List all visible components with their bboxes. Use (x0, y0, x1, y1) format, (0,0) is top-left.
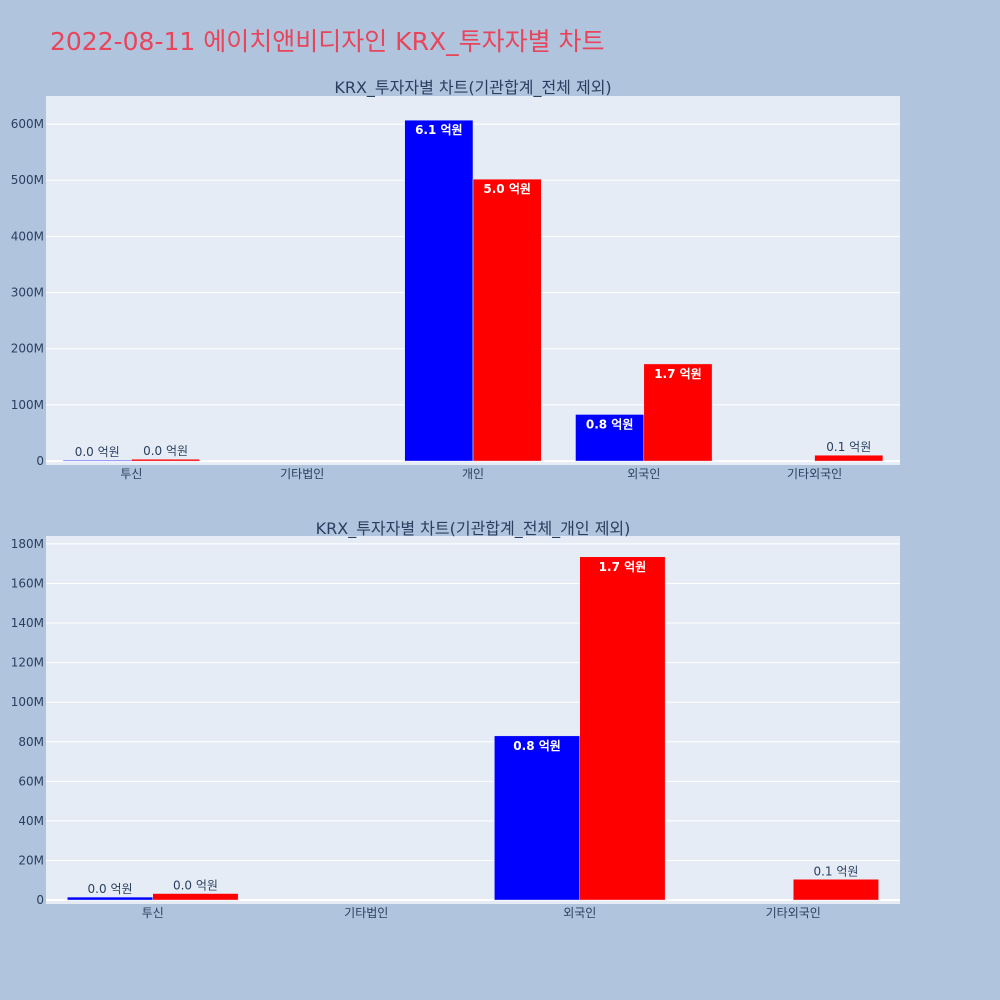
chart-title: KRX_투자자별 차트(기관합계_전체_개인 제외) (316, 519, 631, 539)
y-tick-label: 0 (36, 454, 44, 468)
bar[interactable] (814, 454, 884, 462)
bar-value-label: 0.0 억원 (143, 444, 188, 458)
y-tick-label: 40M (18, 814, 44, 828)
chart-all-investors: 0 100M 200M 300M 400M 500M 600M KRX_투자자별 차트(기관합… (11, 78, 900, 481)
chart-title: KRX_투자자별 차트(기관합계_전체 제외) (334, 78, 611, 98)
y-tick-label: 140M (11, 616, 44, 630)
bar-value-label: 1.7 억원 (599, 560, 647, 574)
page-title: 2022-08-11 에이치앤비디자인 KRX_투자자별 차트 (50, 27, 605, 56)
x-tick-label: 개인 (462, 467, 484, 481)
x-tick-label: 투신 (120, 467, 142, 481)
y-tick-label: 100M (11, 695, 44, 709)
x-tick-label: 기타외국인 (787, 467, 842, 481)
bar[interactable] (494, 735, 581, 901)
bar-value-label: 6.1 억원 (415, 123, 463, 137)
bar-value-label: 0.0 억원 (88, 882, 133, 896)
y-tick-label: 300M (11, 286, 44, 300)
bar[interactable] (404, 119, 474, 462)
y-tick-label: 100M (11, 398, 44, 412)
bar-value-label: 0.1 억원 (826, 440, 871, 454)
bar-value-label: 5.0 억원 (483, 182, 531, 196)
bar-value-label: 0.8 억원 (513, 739, 561, 753)
bar[interactable] (472, 178, 542, 462)
bar[interactable] (793, 879, 879, 901)
y-tick-label: 0 (36, 893, 44, 907)
bar[interactable] (575, 414, 645, 462)
y-tick-label: 160M (11, 576, 44, 590)
x-tick-label: 외국인 (627, 467, 660, 481)
y-tick-label: 500M (11, 173, 44, 187)
y-tick-label: 120M (11, 656, 44, 670)
y-tick-label: 180M (11, 537, 44, 551)
y-tick-label: 600M (11, 117, 44, 131)
bar-value-label: 0.0 억원 (173, 879, 218, 893)
x-tick-label: 기타외국인 (766, 906, 821, 920)
bar[interactable] (131, 458, 200, 462)
bar[interactable] (152, 893, 239, 901)
bar[interactable] (643, 363, 713, 462)
x-tick-label: 기타법인 (344, 906, 388, 920)
bar[interactable] (579, 556, 666, 901)
bar-value-label: 1.7 억원 (654, 367, 702, 381)
y-tick-label: 80M (18, 735, 44, 749)
y-tick-label: 400M (11, 229, 44, 243)
y-tick-label: 200M (11, 342, 44, 356)
chart-excluding-individual: 0 20M 40M 60M 80M 100M 120M 140M 160M 180M KRX_투자자… (11, 519, 900, 920)
x-tick-label: 투신 (142, 906, 164, 920)
bar-value-label: 0.1 억원 (813, 864, 858, 878)
x-tick-label: 외국인 (563, 906, 596, 920)
y-tick-label: 60M (18, 774, 44, 788)
y-tick-label: 20M (18, 853, 44, 867)
bar[interactable] (67, 896, 153, 901)
x-tick-label: 기타법인 (280, 467, 324, 481)
bar-value-label: 0.0 억원 (75, 445, 120, 459)
bar-value-label: 0.8 억원 (586, 417, 634, 431)
plot-area (46, 536, 900, 904)
